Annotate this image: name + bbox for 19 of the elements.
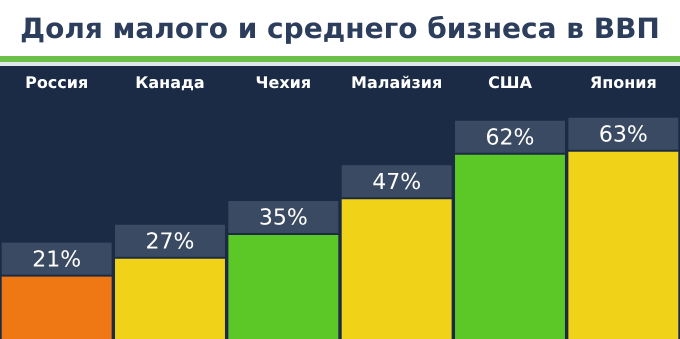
data-label: 35% bbox=[258, 206, 308, 231]
data-label: 47% bbox=[372, 170, 422, 196]
data-label: 21% bbox=[32, 247, 82, 272]
bar bbox=[228, 234, 338, 339]
x-tick-label: Россия bbox=[25, 72, 88, 92]
x-tick-label: Канада bbox=[135, 72, 205, 92]
bar bbox=[568, 152, 678, 339]
bar bbox=[115, 258, 225, 339]
data-label: 63% bbox=[598, 122, 648, 148]
x-tick-label: Япония bbox=[590, 72, 657, 92]
chart-title: Доля малого и среднего бизнеса в ВВП bbox=[0, 0, 680, 62]
bar bbox=[455, 154, 565, 339]
x-tick-label: Чехия bbox=[256, 72, 312, 92]
bar bbox=[2, 276, 112, 339]
data-label: 62% bbox=[486, 125, 534, 150]
data-label: 27% bbox=[146, 229, 194, 254]
bar bbox=[342, 199, 452, 339]
x-tick-label: Малайзия bbox=[351, 72, 442, 92]
x-tick-label: США bbox=[488, 72, 533, 92]
